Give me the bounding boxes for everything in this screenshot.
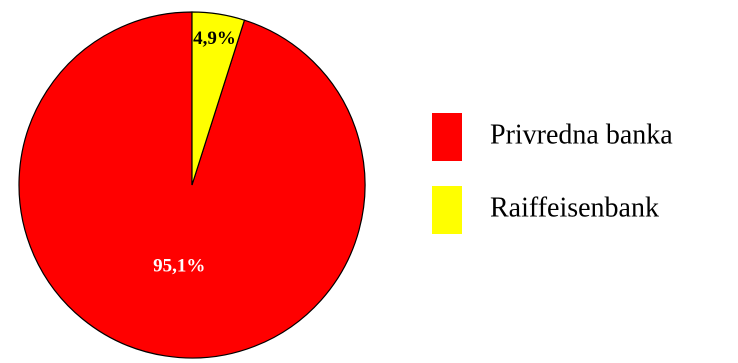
legend-swatch-privredna-banka (432, 113, 462, 161)
legend-label-raiffeisenbank: Raiffeisenbank (490, 192, 659, 223)
legend-label-privredna-banka: Privredna banka (490, 119, 673, 150)
slice-value-labels: 95,1% 4,9% (153, 28, 236, 276)
pie-slices (18, 11, 366, 359)
slice-value-label-raiffeisenbank: 4,9% (193, 28, 236, 49)
legend-swatch-raiffeisenbank (432, 186, 462, 234)
slice-value-label-privredna-banka: 95,1% (153, 255, 205, 276)
pie-slice-raiffeisenbank (191, 11, 246, 186)
legend: Privredna banka Raiffeisenbank (432, 113, 673, 234)
